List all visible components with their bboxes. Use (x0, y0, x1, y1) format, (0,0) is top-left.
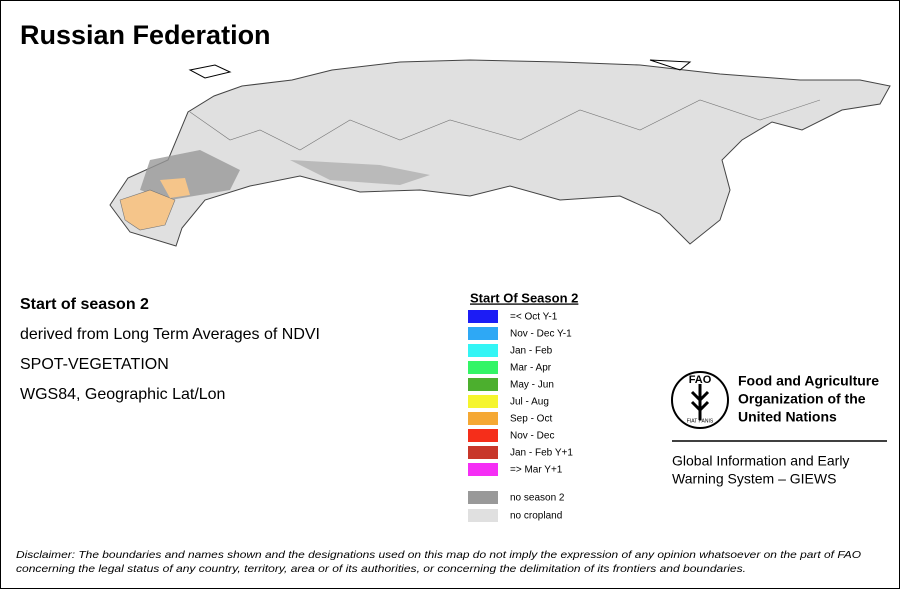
legend-swatch (468, 344, 498, 357)
islands (188, 59, 692, 79)
logo-ring (671, 371, 729, 429)
disclaimer: Disclaimer: The boundaries and names sho… (16, 549, 861, 575)
legend-swatch (468, 463, 498, 476)
system-line: Warning System – GIEWS (672, 471, 836, 487)
fao-logo: FAO FIAT PANIS (671, 371, 729, 429)
logo-motto: FIAT PANIS (687, 418, 714, 424)
info-line: Start of season 2 (20, 296, 149, 313)
legend-swatch (468, 491, 498, 504)
country-shape (109, 59, 891, 247)
legend-label: =< Oct Y-1 (510, 312, 558, 323)
info-block: Start of season 2 derived from Long Term … (20, 296, 320, 403)
legend-label: Jan - Feb Y+1 (510, 448, 573, 459)
org-line: Organization of the (738, 391, 866, 407)
legend-label: => Mar Y+1 (510, 465, 563, 476)
season-area (160, 178, 190, 198)
info-line: WGS84, Geographic Lat/Lon (20, 386, 225, 403)
legend-swatch (468, 310, 498, 323)
legend-swatch (468, 412, 498, 425)
legend-swatch (468, 429, 498, 442)
legend-swatch (468, 446, 498, 459)
org-name: Food and Agriculture Organization of the U… (738, 373, 879, 425)
legend-label: Nov - Dec Y-1 (510, 329, 572, 340)
legend-label: Jul - Aug (510, 397, 549, 408)
admin-boundaries (189, 99, 821, 151)
legend-label: no season 2 (510, 493, 565, 504)
legend-label: May - Jun (510, 380, 554, 391)
system-line: Global Information and Early (672, 453, 849, 469)
legend-swatch (468, 509, 498, 522)
legend-swatch (468, 361, 498, 374)
map (109, 59, 891, 247)
disclaimer-line: concerning the legal status of any count… (16, 563, 746, 575)
no-season-area (290, 160, 430, 185)
legend-label: Nov - Dec (510, 431, 554, 442)
legend: =< Oct Y-1 Nov - Dec Y-1 Jan - Feb Mar - Ap… (468, 310, 573, 522)
system-name: Global Information and Early Warning Syst… (672, 453, 849, 487)
disclaimer-line: Disclaimer: The boundaries and names sho… (16, 549, 861, 561)
logo-acronym: FAO (689, 374, 712, 386)
org-line: United Nations (738, 409, 837, 425)
legend-label: Sep - Oct (510, 414, 552, 425)
title: Russian Federation (20, 20, 271, 50)
legend-label: Jan - Feb (510, 346, 553, 357)
legend-title: Start Of Season 2 (470, 290, 578, 305)
legend-swatch (468, 378, 498, 391)
legend-label: no cropland (510, 511, 562, 522)
info-line: derived from Long Term Averages of NDVI (20, 326, 320, 343)
legend-swatch (468, 327, 498, 340)
legend-swatch (468, 395, 498, 408)
season-area (119, 189, 176, 231)
info-line: SPOT-VEGETATION (20, 356, 169, 373)
org-line: Food and Agriculture (738, 373, 879, 389)
logo-wheat (690, 384, 710, 420)
legend-label: Mar - Apr (510, 363, 552, 374)
